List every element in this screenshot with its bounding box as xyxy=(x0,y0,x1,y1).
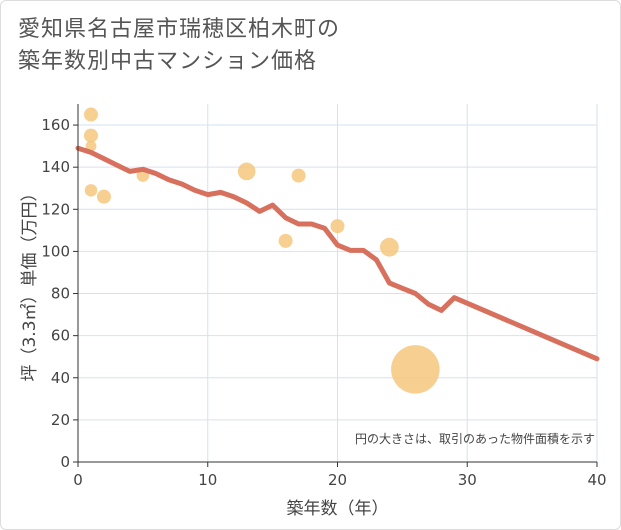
y-tick-label: 120 xyxy=(41,200,70,218)
y-tick-label: 80 xyxy=(51,285,70,303)
y-tick-label: 160 xyxy=(41,116,70,134)
y-tick-label: 0 xyxy=(60,453,70,471)
x-tick-label: 30 xyxy=(458,471,477,489)
grid xyxy=(78,104,598,462)
title-line-2: 築年数別中古マンション価格 xyxy=(18,49,318,74)
y-tick-label: 60 xyxy=(51,327,70,345)
y-tick-label: 20 xyxy=(51,411,70,429)
bubble-point xyxy=(85,140,97,152)
x-tick-label: 40 xyxy=(587,471,606,489)
x-tick-label: 0 xyxy=(73,471,83,489)
trend-line xyxy=(75,145,600,362)
bubble-point xyxy=(330,219,345,234)
bubble-point xyxy=(391,345,440,394)
tick-labels: 0 20 40 60 80 100 120 140 160 0 10 20 30 40 xyxy=(41,116,606,489)
chart-title: 愛知県名古屋市瑞穂区柏木町の 築年数別中古マンション価格 xyxy=(18,14,340,78)
y-axis-title: 坪（3.3㎡）単価（万円） xyxy=(20,184,40,381)
trend-layer xyxy=(75,145,600,362)
y-tick-label: 40 xyxy=(51,369,70,387)
bubble-point xyxy=(83,107,98,122)
bubble-point xyxy=(84,184,98,197)
y-tick-label: 100 xyxy=(41,242,70,260)
x-tick-label: 10 xyxy=(198,471,217,489)
bubble-point xyxy=(96,189,111,204)
bubble-point xyxy=(278,233,293,248)
y-tick-label: 140 xyxy=(41,158,70,176)
x-axis-title: 築年数（年） xyxy=(287,499,389,519)
title-line-1: 愛知県名古屋市瑞穂区柏木町の xyxy=(18,17,341,42)
bubble-layer xyxy=(83,107,440,394)
bubble-point xyxy=(291,168,306,183)
bubble-point xyxy=(83,128,98,143)
bubble-point xyxy=(380,237,399,257)
bubble-point xyxy=(237,162,256,181)
x-tick-label: 20 xyxy=(328,471,347,489)
size-legend-note: 円の大きさは、取引のあった物件面積を示す xyxy=(355,431,595,446)
